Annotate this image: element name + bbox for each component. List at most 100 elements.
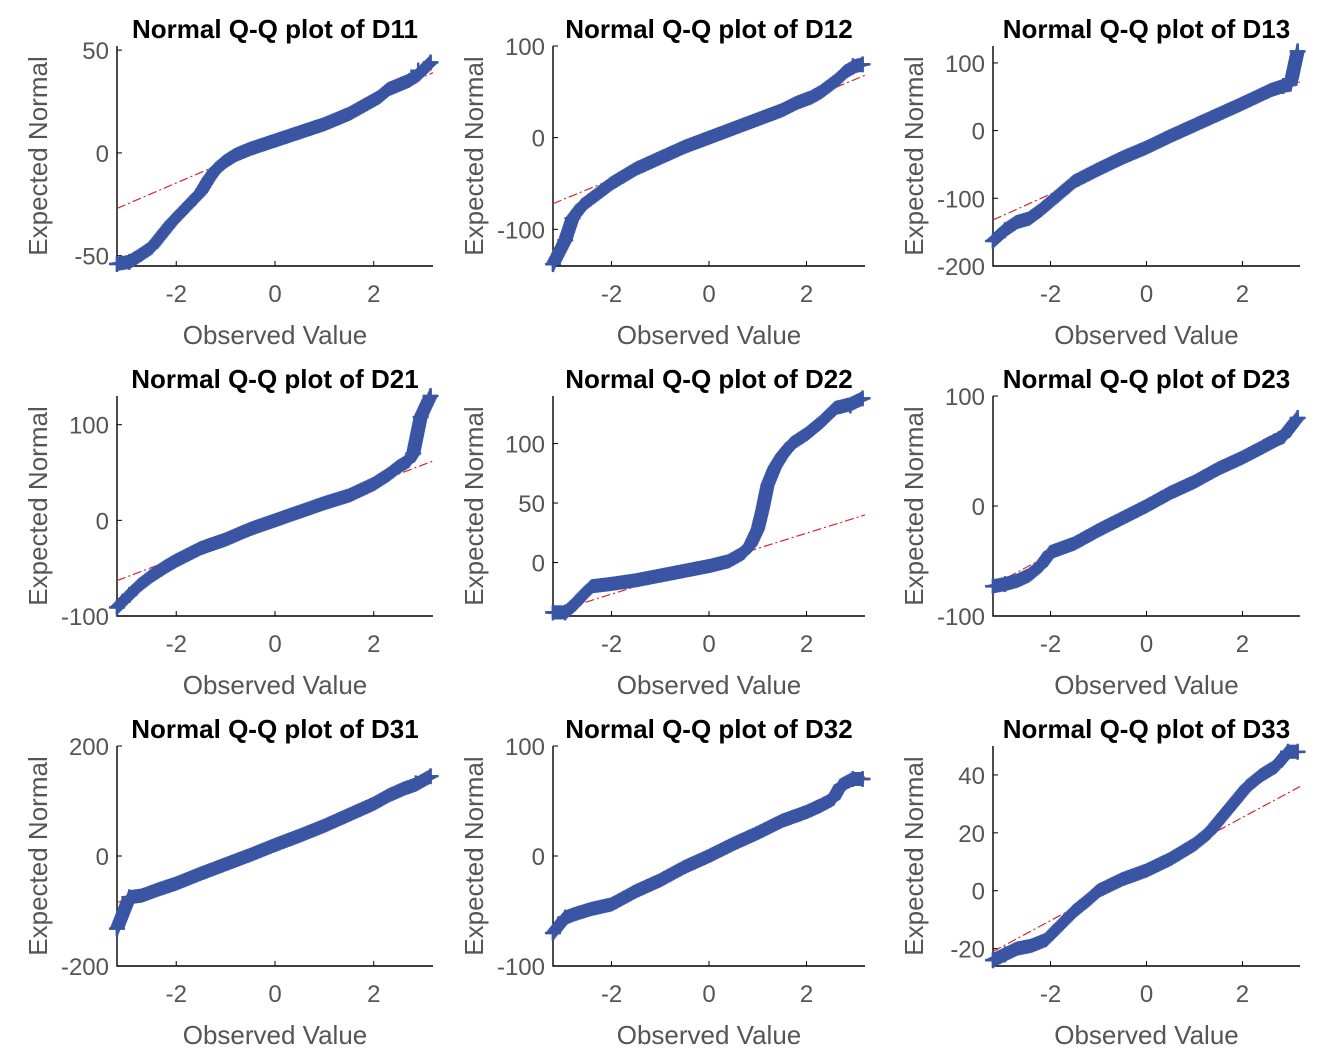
y-tick-label: 20 bbox=[958, 821, 985, 848]
outlier-point bbox=[545, 925, 561, 941]
y-axis-label: Expected Normal bbox=[899, 406, 929, 605]
outlier-point bbox=[564, 210, 581, 227]
qq-panel-6: Normal Q-Q plot of D23 -2 0 2 -100 0 100 Observ… bbox=[899, 364, 1306, 700]
panel-title: Normal Q-Q plot of D11 bbox=[132, 14, 418, 44]
qq-panel-5: Normal Q-Q plot of D22 -2 0 2 0 50 100 Observed… bbox=[459, 364, 871, 700]
y-tick-label: -50 bbox=[74, 244, 109, 271]
outlier-point bbox=[557, 604, 574, 621]
panel-title: Normal Q-Q plot of D21 bbox=[131, 364, 418, 394]
x-axis-label: Observed Value bbox=[183, 320, 368, 350]
plot-area bbox=[985, 743, 1306, 969]
qq-panel-9: Normal Q-Q plot of D33-2 0 2-2002040Observ… bbox=[899, 714, 1306, 1050]
x-tick-label: 0 bbox=[702, 631, 715, 658]
outlier-point bbox=[109, 599, 125, 616]
qq-panel-4: Normal Q-Q plot of D21 -2 0 2 -100 0 100 Observ… bbox=[23, 364, 439, 700]
outlier-point bbox=[121, 253, 138, 270]
y-tick-label: 40 bbox=[958, 763, 985, 790]
y-tick-label: 100 bbox=[505, 734, 545, 761]
qq-panel-2: Normal Q-Q plot of D12 -2 0 2 -100 0 100 Observ… bbox=[459, 14, 871, 350]
outlier-point bbox=[854, 390, 871, 407]
x-tick-label: 0 bbox=[1140, 981, 1153, 1008]
plot-area bbox=[545, 56, 871, 273]
outlier-point bbox=[1289, 43, 1306, 60]
data-points bbox=[546, 57, 870, 272]
y-axis-label: Expected Normal bbox=[899, 756, 929, 955]
data-points bbox=[546, 772, 870, 940]
x-axis-label: Observed Value bbox=[1054, 320, 1239, 350]
outlier-point bbox=[854, 771, 871, 787]
y-axis-label: Expected Normal bbox=[459, 56, 489, 255]
panel-title: Normal Q-Q plot of D33 bbox=[1003, 714, 1290, 744]
outlier-point bbox=[422, 768, 439, 785]
outlier-point bbox=[405, 445, 422, 462]
y-tick-label: 100 bbox=[69, 413, 109, 440]
plot-area bbox=[109, 388, 439, 616]
plot-area bbox=[545, 390, 871, 621]
qq-panel-8: Normal Q-Q plot of D32 -2 0 2 -100 0 100 Observ… bbox=[459, 714, 871, 1050]
outlier-point bbox=[557, 232, 574, 249]
y-tick-label: -100 bbox=[497, 217, 545, 244]
outlier-point bbox=[557, 909, 574, 926]
y-tick-label: 100 bbox=[505, 34, 545, 61]
x-tick-label: -2 bbox=[166, 281, 187, 308]
outlier-point bbox=[109, 920, 125, 937]
plot-area bbox=[985, 410, 1306, 595]
x-tick-label: 2 bbox=[1236, 981, 1249, 1008]
y-tick-label: -100 bbox=[497, 954, 545, 981]
y-tick-label: 0 bbox=[972, 879, 985, 906]
x-tick-label: 0 bbox=[1140, 281, 1153, 308]
outlier-point bbox=[412, 409, 429, 426]
x-axis-label: Observed Value bbox=[617, 670, 802, 700]
x-tick-label: 0 bbox=[702, 981, 715, 1008]
y-tick-label: 50 bbox=[518, 491, 545, 518]
panel-title: Normal Q-Q plot of D22 bbox=[565, 364, 852, 394]
outlier-point bbox=[422, 54, 439, 71]
x-tick-label: 2 bbox=[800, 981, 813, 1008]
plot-area bbox=[985, 43, 1306, 249]
y-axis-label: Expected Normal bbox=[459, 756, 489, 955]
panel-title: Normal Q-Q plot of D13 bbox=[1003, 14, 1290, 44]
reference-line bbox=[552, 514, 866, 614]
outlier-point bbox=[842, 397, 859, 414]
qq-panel-1: Normal Q-Q plot of D11 -2 0 2 -50 0 50 Observed… bbox=[23, 14, 439, 350]
outlier-point bbox=[985, 952, 1001, 969]
x-tick-label: 0 bbox=[268, 281, 281, 308]
x-tick-label: -2 bbox=[1040, 281, 1061, 308]
x-tick-label: 0 bbox=[1140, 631, 1153, 658]
y-tick-label: -20 bbox=[950, 937, 985, 964]
outlier-point bbox=[1275, 77, 1292, 94]
qq-panel-7: Normal Q-Q plot of D31 -2 0 2 -200 0 200 Observ… bbox=[23, 714, 439, 1050]
x-tick-label: 2 bbox=[367, 281, 380, 308]
x-tick-label: -2 bbox=[166, 631, 187, 658]
outlier-point bbox=[985, 578, 1001, 595]
outlier-point bbox=[985, 232, 1001, 249]
outlier-point bbox=[407, 775, 424, 792]
panel-title: Normal Q-Q plot of D12 bbox=[565, 14, 852, 44]
axes-frame bbox=[552, 46, 865, 267]
y-tick-label: 200 bbox=[69, 734, 109, 761]
x-axis-label: Observed Value bbox=[1054, 1020, 1239, 1050]
outlier-point bbox=[121, 586, 138, 603]
y-tick-label: 0 bbox=[532, 550, 545, 577]
qq-panel-3: Normal Q-Q plot of D13 -2 0 2 -200 -100 0 100 Ob… bbox=[899, 14, 1306, 350]
outlier-point bbox=[996, 946, 1013, 963]
data-points bbox=[986, 744, 1305, 968]
data-points bbox=[546, 391, 870, 620]
y-tick-label: 100 bbox=[945, 384, 985, 411]
outlier-point bbox=[996, 576, 1013, 593]
outlier-point bbox=[422, 388, 439, 404]
y-tick-label: -100 bbox=[937, 604, 985, 631]
outlier-point bbox=[545, 256, 561, 273]
x-axis-label: Observed Value bbox=[617, 320, 802, 350]
outlier-point bbox=[854, 56, 871, 73]
x-tick-label: 0 bbox=[268, 631, 281, 658]
y-tick-label: 100 bbox=[505, 432, 545, 459]
y-tick-label: -200 bbox=[937, 254, 985, 281]
x-axis-label: Observed Value bbox=[183, 1020, 368, 1050]
outlier-point bbox=[410, 62, 427, 79]
plot-area bbox=[109, 54, 439, 272]
x-tick-label: 0 bbox=[268, 981, 281, 1008]
outlier-point bbox=[1289, 410, 1306, 426]
data-points bbox=[986, 411, 1305, 594]
